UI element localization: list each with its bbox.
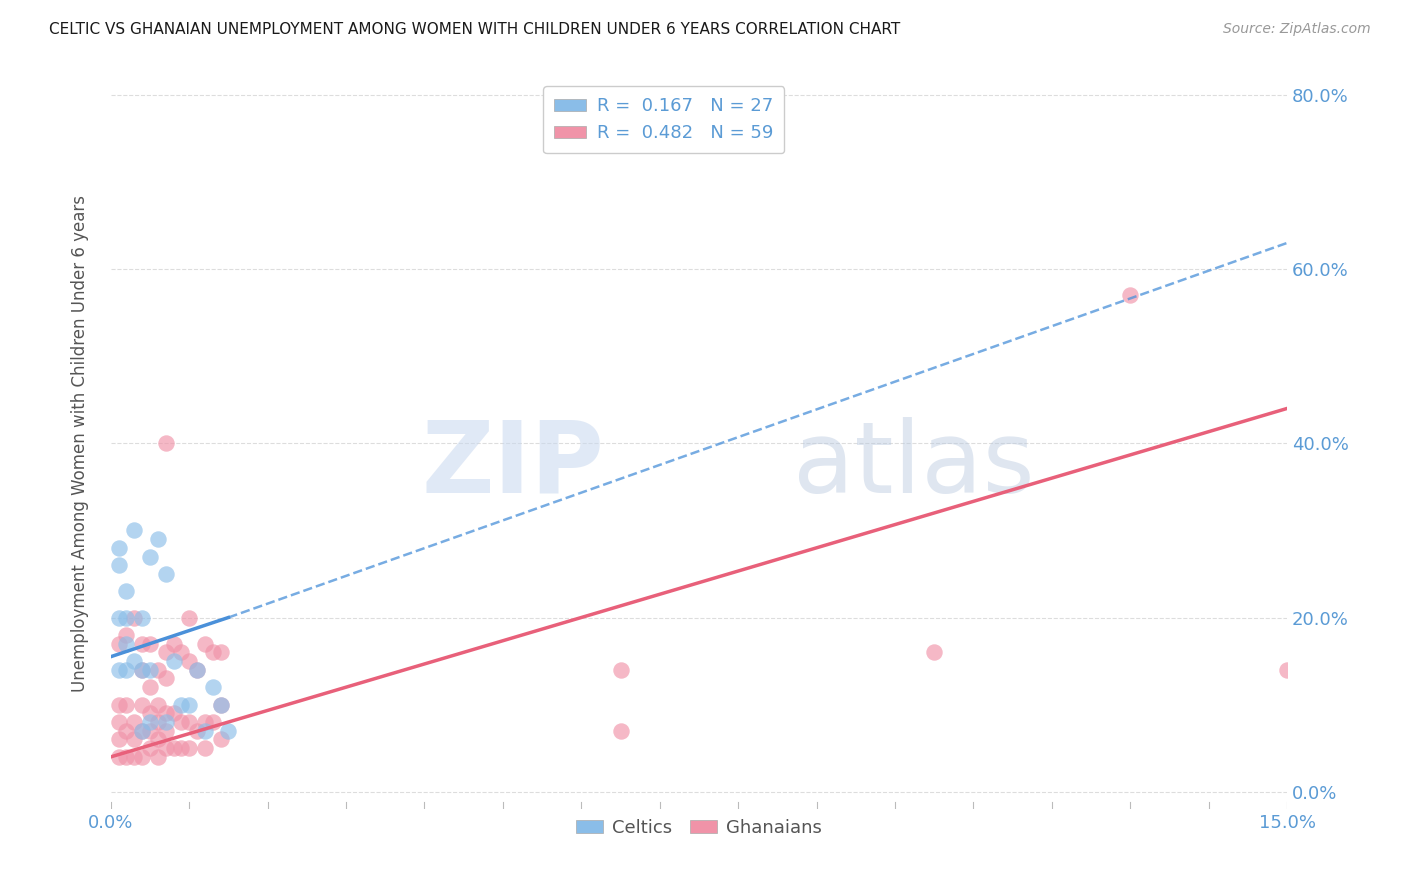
Point: [609, 723, 631, 738]
Point: [217, 723, 239, 738]
Point: [107, 698, 129, 712]
Point: [124, 750, 146, 764]
Point: [179, 714, 201, 729]
Point: [107, 714, 129, 729]
Point: [186, 663, 208, 677]
Point: [1275, 663, 1298, 677]
Point: [201, 680, 224, 694]
Legend: Celtics, Ghanaians: Celtics, Ghanaians: [568, 812, 830, 844]
Point: [162, 654, 184, 668]
Point: [170, 741, 193, 756]
Text: Source: ZipAtlas.com: Source: ZipAtlas.com: [1223, 22, 1371, 37]
Point: [107, 732, 129, 747]
Point: [209, 732, 232, 747]
Point: [115, 698, 138, 712]
Text: ZIP: ZIP: [422, 417, 605, 514]
Point: [609, 663, 631, 677]
Point: [107, 750, 129, 764]
Point: [131, 663, 153, 677]
Point: [139, 663, 162, 677]
Point: [107, 663, 129, 677]
Point: [107, 637, 129, 651]
Point: [124, 714, 146, 729]
Point: [155, 672, 177, 686]
Point: [107, 541, 129, 555]
Point: [194, 723, 217, 738]
Point: [170, 714, 193, 729]
Point: [170, 698, 193, 712]
Point: [131, 663, 153, 677]
Point: [146, 714, 169, 729]
Point: [146, 732, 169, 747]
Point: [124, 610, 146, 624]
Point: [139, 549, 162, 564]
Point: [139, 706, 162, 721]
Point: [194, 637, 217, 651]
Point: [115, 628, 138, 642]
Point: [115, 584, 138, 599]
Point: [131, 610, 153, 624]
Point: [155, 645, 177, 659]
Point: [115, 750, 138, 764]
Point: [194, 714, 217, 729]
Point: [155, 706, 177, 721]
Point: [139, 714, 162, 729]
Point: [155, 714, 177, 729]
Point: [162, 706, 184, 721]
Point: [155, 723, 177, 738]
Point: [131, 637, 153, 651]
Point: [139, 637, 162, 651]
Point: [115, 723, 138, 738]
Point: [124, 524, 146, 538]
Point: [139, 680, 162, 694]
Point: [139, 741, 162, 756]
Point: [146, 663, 169, 677]
Point: [146, 750, 169, 764]
Point: [179, 610, 201, 624]
Point: [146, 532, 169, 546]
Point: [170, 645, 193, 659]
Point: [179, 741, 201, 756]
Point: [179, 698, 201, 712]
Point: [131, 750, 153, 764]
Point: [209, 698, 232, 712]
Point: [186, 663, 208, 677]
Y-axis label: Unemployment Among Women with Children Under 6 years: Unemployment Among Women with Children U…: [72, 194, 89, 692]
Point: [124, 732, 146, 747]
Text: atlas: atlas: [793, 417, 1035, 514]
Point: [209, 698, 232, 712]
Point: [107, 558, 129, 573]
Point: [131, 723, 153, 738]
Point: [922, 645, 945, 659]
Point: [115, 663, 138, 677]
Point: [124, 654, 146, 668]
Point: [146, 698, 169, 712]
Point: [201, 645, 224, 659]
Point: [194, 741, 217, 756]
Point: [115, 610, 138, 624]
Text: CELTIC VS GHANAIAN UNEMPLOYMENT AMONG WOMEN WITH CHILDREN UNDER 6 YEARS CORRELAT: CELTIC VS GHANAIAN UNEMPLOYMENT AMONG WO…: [49, 22, 900, 37]
Point: [131, 723, 153, 738]
Point: [162, 741, 184, 756]
Point: [201, 714, 224, 729]
Point: [1119, 288, 1142, 302]
Point: [139, 723, 162, 738]
Point: [155, 741, 177, 756]
Point: [115, 637, 138, 651]
Point: [209, 645, 232, 659]
Point: [155, 566, 177, 581]
Point: [131, 698, 153, 712]
Point: [107, 610, 129, 624]
Point: [162, 637, 184, 651]
Point: [155, 436, 177, 450]
Point: [186, 723, 208, 738]
Point: [179, 654, 201, 668]
